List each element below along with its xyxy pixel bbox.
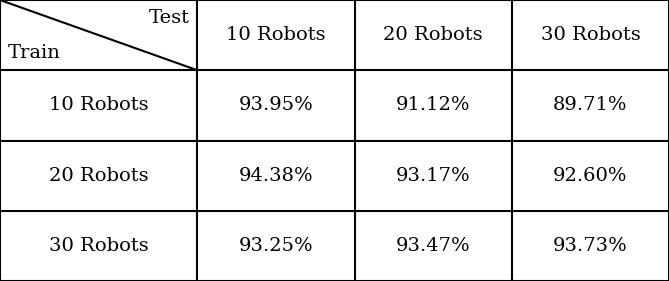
Text: 93.17%: 93.17% <box>396 167 470 185</box>
Text: 94.38%: 94.38% <box>239 167 313 185</box>
Text: Train: Train <box>8 44 61 62</box>
Text: 20 Robots: 20 Robots <box>49 167 149 185</box>
Text: 30 Robots: 30 Robots <box>541 26 640 44</box>
Text: Test: Test <box>149 8 189 27</box>
Text: 93.73%: 93.73% <box>553 237 628 255</box>
Text: 89.71%: 89.71% <box>553 96 628 114</box>
Text: 93.25%: 93.25% <box>239 237 313 255</box>
Text: 93.95%: 93.95% <box>239 96 313 114</box>
Text: 92.60%: 92.60% <box>553 167 628 185</box>
Text: 10 Robots: 10 Robots <box>226 26 326 44</box>
Text: 20 Robots: 20 Robots <box>383 26 483 44</box>
Text: 91.12%: 91.12% <box>396 96 470 114</box>
Text: 10 Robots: 10 Robots <box>49 96 149 114</box>
Text: 93.47%: 93.47% <box>396 237 470 255</box>
Text: 30 Robots: 30 Robots <box>49 237 149 255</box>
